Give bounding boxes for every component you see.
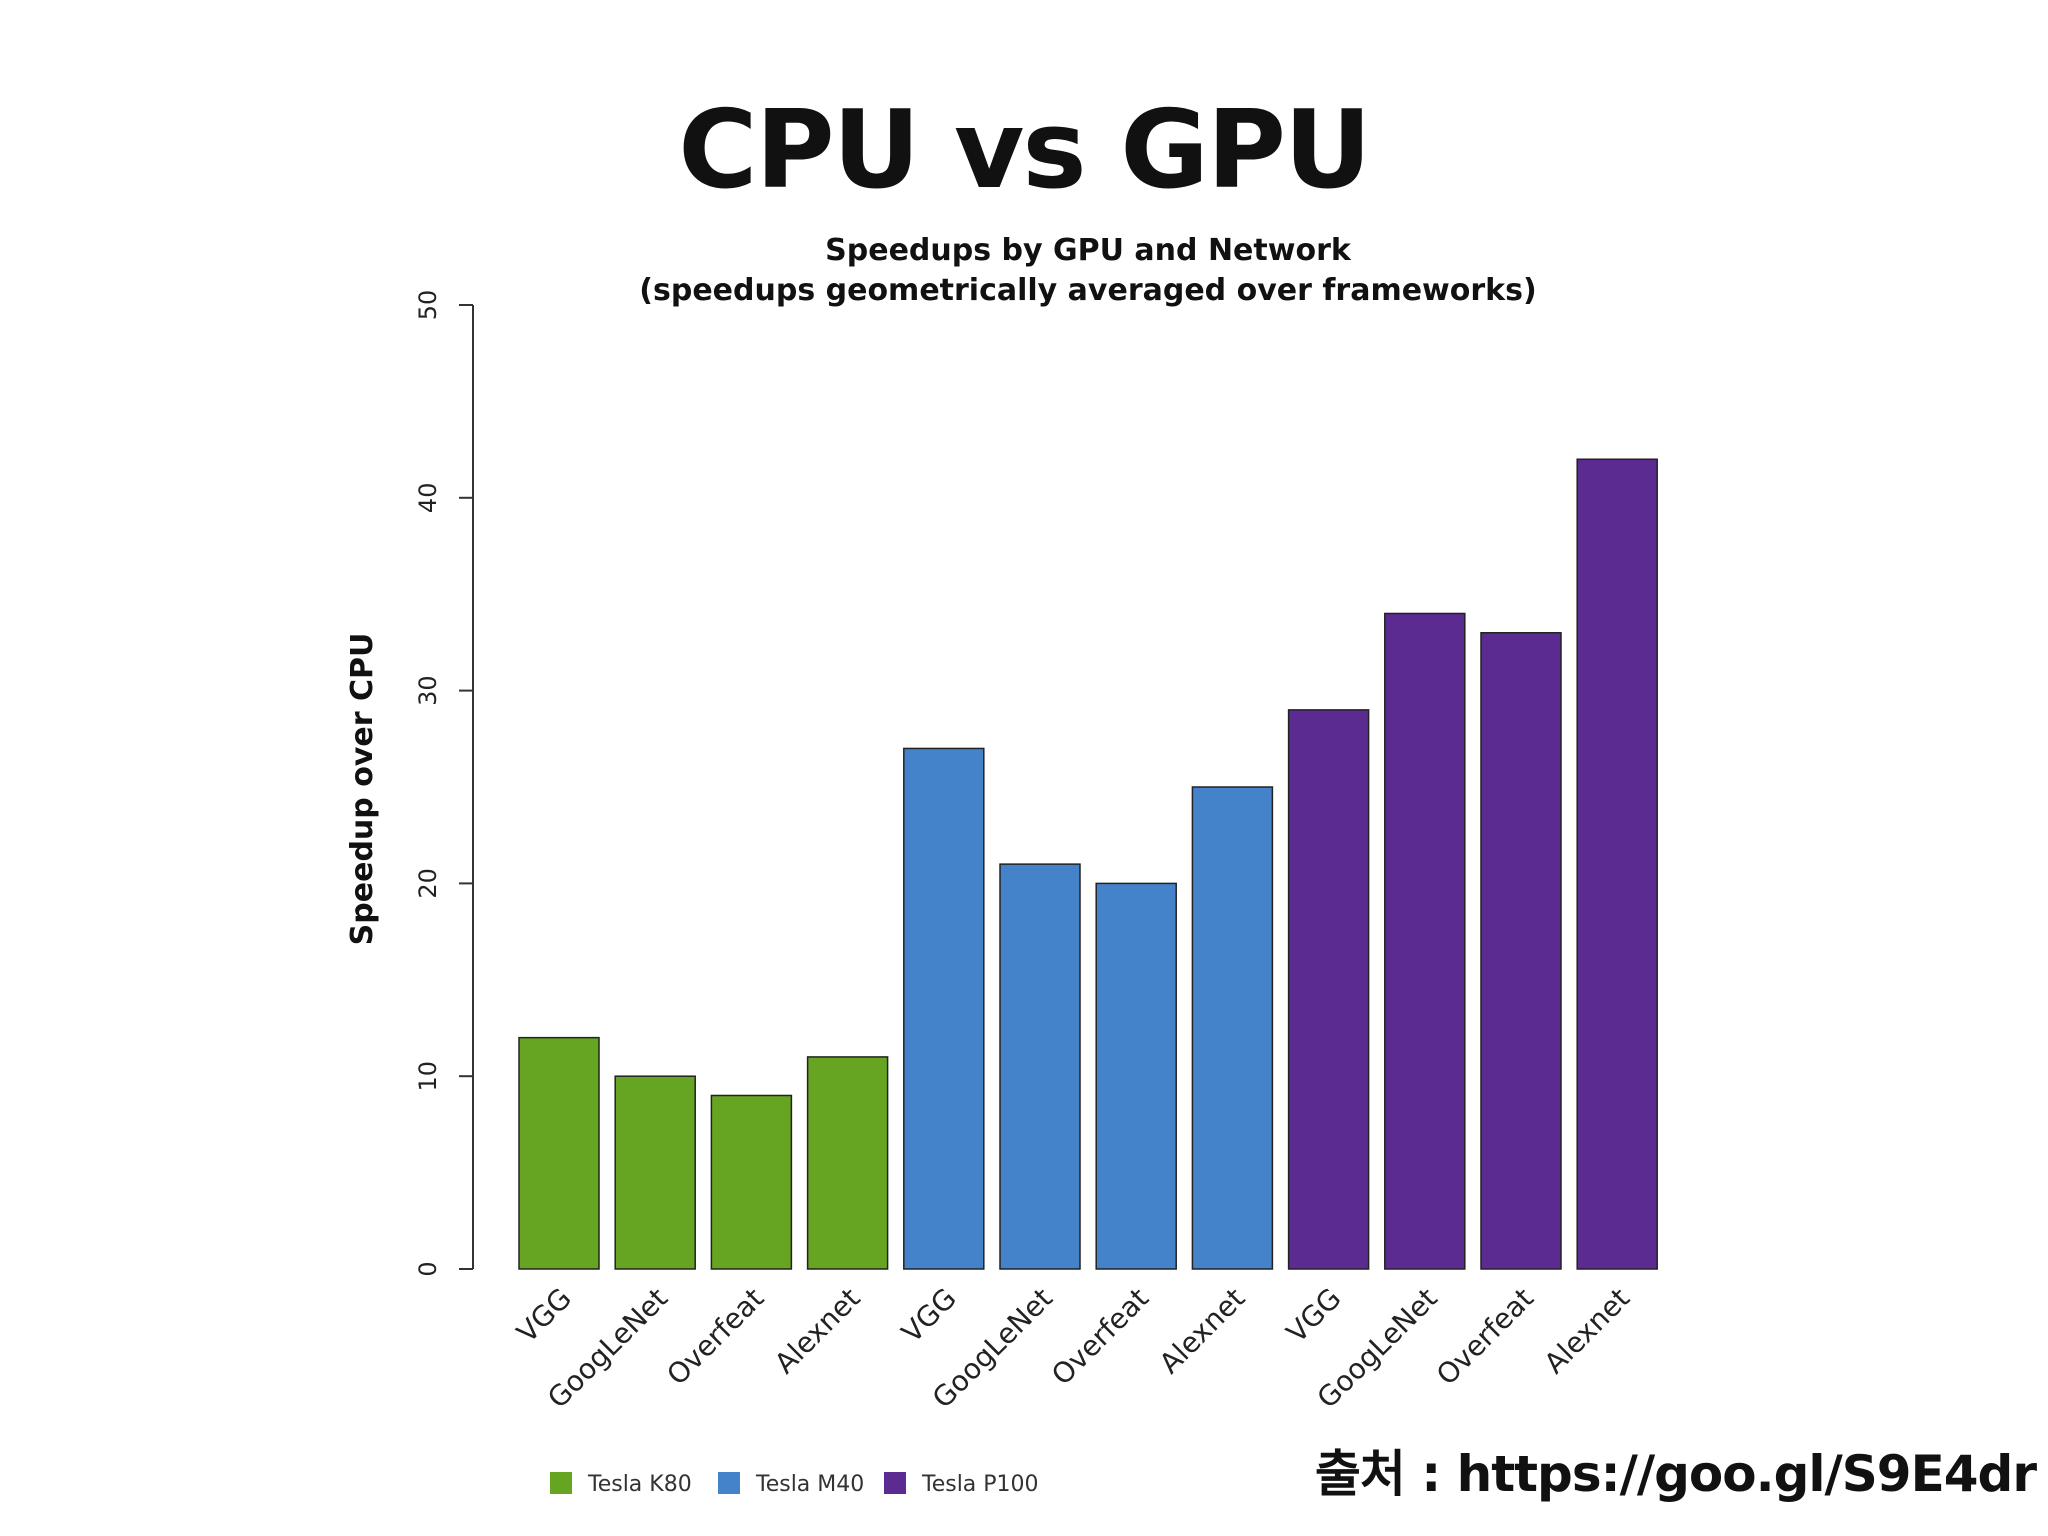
- y-tick-label: 10: [414, 1061, 442, 1092]
- x-category-label: Alexnet: [1153, 1282, 1251, 1380]
- y-tick-label: 50: [414, 290, 442, 321]
- chart-subtitle: (speedups geometrically averaged over fr…: [639, 273, 1536, 308]
- bar-alexnet-tesla-m40: [1191, 786, 1274, 1270]
- legend: Tesla K80 Tesla M40 Tesla P100: [550, 1472, 1039, 1497]
- bar-googlenet-tesla-p100: [1384, 612, 1466, 1270]
- bar-googlenet-tesla-k80: [614, 1075, 696, 1270]
- y-axis-label: Speedup over CPU: [345, 633, 380, 946]
- y-tick-label: 20: [414, 868, 442, 899]
- x-category-label: Overfeat: [1045, 1282, 1155, 1392]
- legend-label: Tesla M40: [755, 1472, 864, 1497]
- bar-overfeat-tesla-p100: [1480, 632, 1562, 1270]
- legend-swatch: [550, 1472, 572, 1494]
- y-axis-ticks: 0 10 20 30 40 50: [414, 290, 473, 1277]
- x-category-label: Overfeat: [660, 1282, 770, 1392]
- bar-vgg-tesla-k80: [518, 1036, 600, 1270]
- x-category-label: VGG: [1280, 1282, 1348, 1350]
- x-category-label: Alexnet: [1538, 1282, 1636, 1380]
- bar-alexnet-tesla-k80: [806, 1056, 889, 1270]
- bars-group: [518, 458, 1658, 1270]
- bar-overfeat-tesla-k80: [710, 1094, 793, 1270]
- y-tick-label: 0: [414, 1261, 442, 1276]
- bar-vgg-tesla-m40: [903, 747, 985, 1270]
- x-category-label: Alexnet: [768, 1282, 866, 1380]
- y-tick-label: 30: [414, 675, 442, 706]
- legend-label: Tesla K80: [587, 1472, 692, 1497]
- x-category-label: VGG: [895, 1282, 963, 1350]
- y-tick-label: 40: [414, 483, 442, 514]
- legend-swatch: [884, 1472, 906, 1494]
- legend-swatch: [718, 1472, 740, 1494]
- bar-vgg-tesla-p100: [1287, 709, 1370, 1270]
- x-category-label: VGG: [510, 1282, 578, 1350]
- source-note: 출처 : https://goo.gl/S9E4dr: [1314, 1445, 2037, 1503]
- bar-alexnet-tesla-p100: [1576, 458, 1658, 1270]
- legend-label: Tesla P100: [921, 1472, 1039, 1497]
- bar-googlenet-tesla-m40: [999, 863, 1081, 1270]
- bar-overfeat-tesla-m40: [1095, 882, 1177, 1270]
- slide-title: CPU vs GPU: [678, 88, 1372, 213]
- x-category-label: Overfeat: [1430, 1282, 1540, 1392]
- chart-title: Speedups by GPU and Network: [825, 233, 1352, 268]
